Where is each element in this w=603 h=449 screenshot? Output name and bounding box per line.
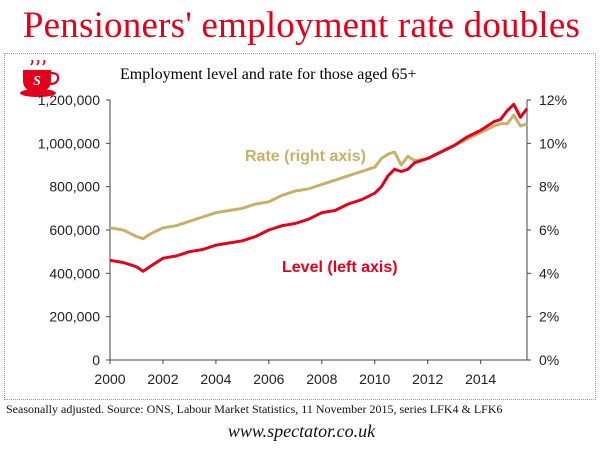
page-title: Pensioners' employment rate doubles [22,5,581,46]
source-note: Seasonally adjusted. Source: ONS, Labour… [6,402,503,416]
series-line-level [109,102,529,273]
x-tick-label: 2000 [94,371,125,387]
y-right-tick-label: 0% [539,352,559,368]
x-tick-label: 2006 [253,371,284,387]
y-left-tick-label: 0 [92,352,100,368]
y-left-tick-label: 1,200,000 [38,92,100,108]
y-left-tick-label: 1,000,000 [38,135,100,151]
y-right-tick-label: 12% [539,92,567,108]
chart-title: Employment level and rate for those aged… [120,66,417,83]
x-tick-label: 2008 [306,371,337,387]
website-url: www.spectator.co.uk [227,421,376,441]
y-left-tick-label: 400,000 [49,265,100,281]
x-tick-label: 2014 [465,371,496,387]
x-tick-label: 2002 [147,371,178,387]
spectator-cup-logo-icon: S [20,60,60,97]
series-line-rate [109,113,528,241]
x-tick-label: 2012 [412,371,443,387]
series-label-rate: Rate (right axis) [245,148,366,165]
svg-text:S: S [33,74,41,89]
y-left-tick-label: 800,000 [49,179,100,195]
y-right-tick-label: 6% [539,222,559,238]
y-left-tick-label: 600,000 [49,222,100,238]
y-right-tick-label: 2% [539,309,559,325]
y-right-tick-label: 8% [539,179,559,195]
chart-frame [4,53,596,400]
y-left-tick-label: 200,000 [49,309,100,325]
x-tick-label: 2010 [359,371,390,387]
x-tick-label: 2004 [200,371,231,387]
series-label-level: Level (left axis) [282,259,398,276]
y-right-tick-label: 10% [539,135,567,151]
y-right-tick-label: 4% [539,265,559,281]
